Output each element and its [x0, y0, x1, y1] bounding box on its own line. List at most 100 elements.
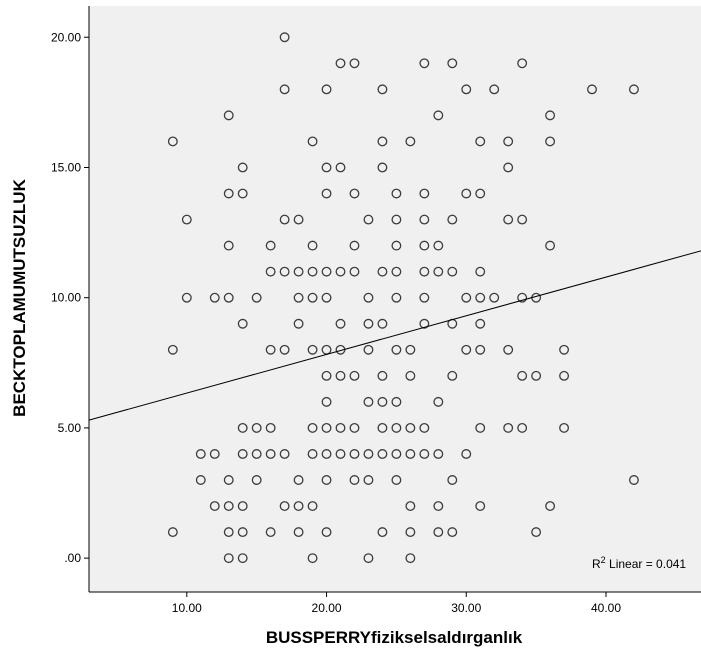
data-point — [237, 162, 248, 173]
data-point — [419, 266, 430, 277]
data-point — [363, 475, 374, 485]
data-point — [405, 449, 416, 459]
data-point — [461, 344, 472, 355]
data-point — [293, 527, 304, 538]
data-point — [279, 214, 290, 225]
data-point — [475, 292, 486, 303]
data-point — [587, 84, 597, 95]
data-point — [489, 84, 500, 95]
data-point — [447, 527, 458, 538]
x-tick-label: 10.00 — [172, 601, 202, 615]
data-point — [447, 58, 458, 69]
data-point — [223, 240, 234, 251]
data-point — [209, 501, 220, 512]
data-point — [237, 188, 248, 199]
data-point — [237, 501, 248, 512]
data-points — [167, 32, 639, 564]
data-point — [349, 449, 360, 459]
data-point — [321, 449, 332, 459]
data-point — [433, 501, 444, 512]
x-tick-label: 20.00 — [312, 601, 342, 615]
data-point — [363, 292, 374, 303]
data-point — [559, 422, 570, 433]
data-point — [237, 318, 248, 329]
data-point — [349, 266, 360, 277]
data-point — [489, 292, 500, 303]
data-point — [545, 240, 556, 251]
data-point — [265, 449, 276, 459]
data-point — [377, 136, 388, 147]
data-point — [503, 162, 514, 173]
data-point — [447, 475, 458, 485]
data-point — [209, 449, 220, 459]
data-point — [321, 292, 332, 303]
data-point — [433, 110, 444, 121]
data-point — [349, 58, 360, 69]
data-point — [405, 527, 416, 538]
data-point — [223, 553, 234, 564]
data-point — [363, 449, 374, 459]
x-axis-title: BUSSPERRYfizikselsaldırganlık — [266, 628, 523, 647]
data-point — [293, 318, 304, 329]
data-point — [279, 32, 290, 43]
data-point — [363, 396, 374, 407]
data-point — [517, 422, 528, 433]
data-point — [195, 475, 206, 485]
data-point — [517, 292, 528, 303]
data-point — [475, 136, 486, 147]
data-point — [628, 475, 639, 485]
r2-annotation: R2 Linear = 0.041 — [592, 555, 686, 571]
data-point — [321, 396, 332, 407]
data-point — [321, 370, 332, 381]
data-point — [223, 527, 234, 538]
data-point — [195, 449, 206, 459]
data-point — [503, 422, 514, 433]
data-point — [321, 475, 332, 485]
data-point — [419, 240, 430, 251]
data-point — [363, 553, 374, 564]
data-point — [251, 475, 262, 485]
data-point — [475, 188, 486, 199]
data-point — [559, 344, 570, 355]
data-point — [307, 240, 318, 251]
y-axis-title: BECKTOPLAMUMUTSUZLUK — [10, 178, 29, 416]
data-point — [475, 344, 486, 355]
data-point — [293, 475, 304, 485]
data-point — [517, 214, 528, 225]
data-point — [279, 344, 290, 355]
data-point — [265, 240, 276, 251]
data-point — [447, 266, 458, 277]
data-point — [405, 344, 416, 355]
data-point — [545, 501, 556, 512]
data-point — [391, 449, 402, 459]
x-tick-label: 40.00 — [591, 601, 621, 615]
data-point — [503, 214, 514, 225]
data-point — [419, 58, 430, 69]
data-point — [419, 449, 430, 459]
data-point — [223, 188, 234, 199]
linear-fit-line — [88, 250, 701, 421]
data-point — [559, 370, 570, 381]
data-point — [293, 292, 304, 303]
plot-background — [89, 6, 701, 592]
data-point — [405, 553, 416, 564]
data-point — [349, 475, 360, 485]
data-point — [503, 344, 514, 355]
data-point — [419, 422, 430, 433]
data-point — [433, 240, 444, 251]
data-point — [307, 553, 318, 564]
data-point — [307, 344, 318, 355]
data-point — [377, 266, 388, 277]
data-point — [517, 58, 528, 69]
data-point — [251, 449, 262, 459]
data-point — [293, 214, 304, 225]
data-point — [307, 501, 318, 512]
data-point — [237, 553, 248, 564]
data-point — [279, 266, 290, 277]
data-point — [391, 292, 402, 303]
y-tick-label: 20.00 — [51, 30, 81, 44]
data-point — [391, 422, 402, 433]
y-tick-label: 15.00 — [51, 160, 81, 174]
data-point — [181, 292, 192, 303]
